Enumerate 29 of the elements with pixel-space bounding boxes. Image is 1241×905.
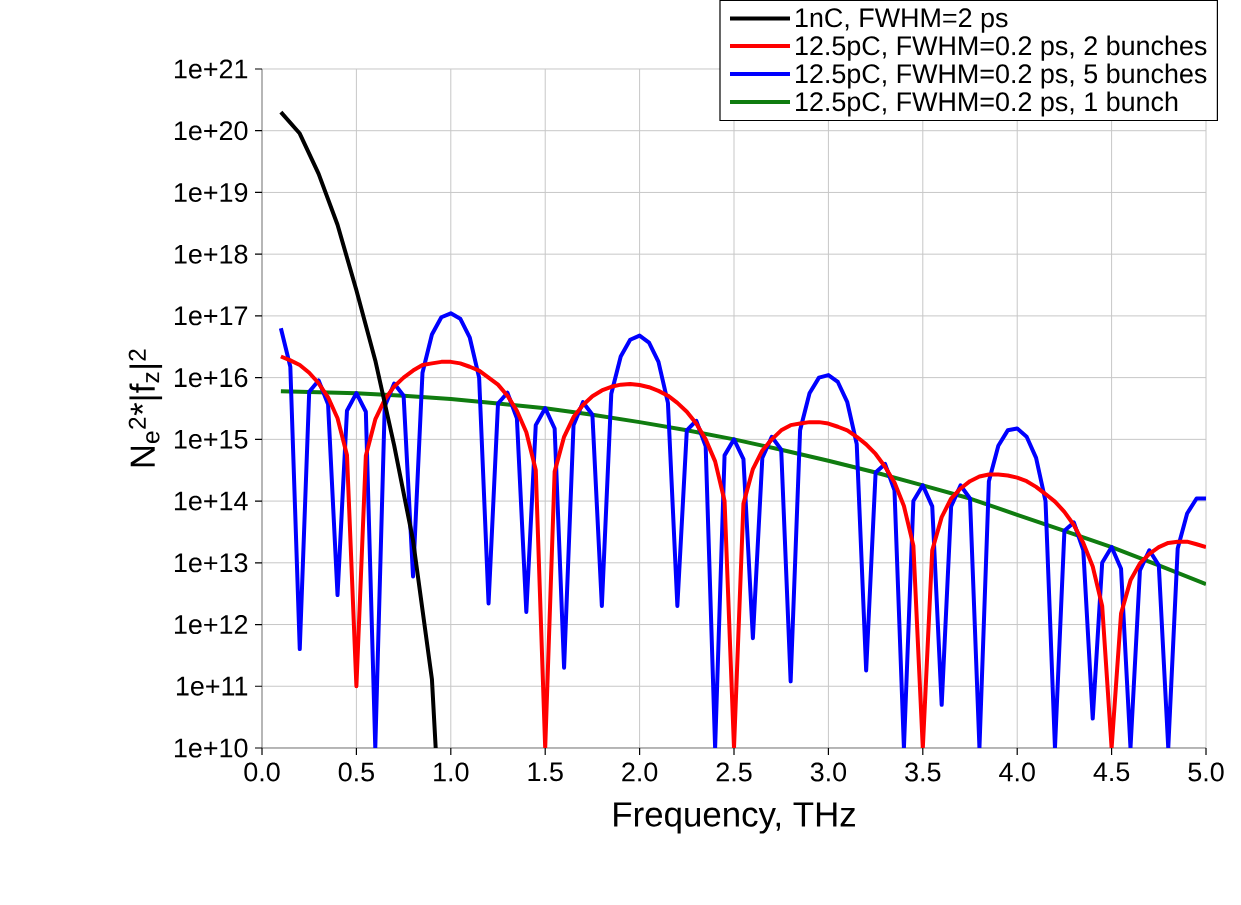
y-tick-label: 1e+14 [174,491,248,511]
x-tick-label: 0.5 [338,762,374,782]
legend-label: 12.5pC, FWHM=0.2 ps, 1 bunch [796,91,1178,117]
y-tick-label: 1e+10 [174,738,248,758]
x-tick-label: 0.0 [244,762,280,782]
x-tick-label: 2.5 [716,762,752,782]
x-tick-label: 1.5 [528,762,563,782]
y-tick-label: 1e+15 [174,429,248,449]
x-tick-label: 4.5 [1093,762,1130,782]
legend-label: 12.5pC, FWHM=0.2 ps, 5 bunches [796,63,1207,89]
y-tick-label: 1e+21 [174,59,248,79]
y-tick-label: 1e+18 [174,244,248,264]
x-tick-label: 3.0 [810,762,847,782]
y-tick-label: 1e+12 [174,615,248,635]
x-axis-title: Frequency, THz [614,802,855,834]
x-tick-label: 4.0 [999,762,1035,782]
y-tick-label: 1e+17 [174,306,248,326]
x-tick-label: 1.0 [434,762,469,782]
y-tick-label: 1e+20 [174,121,248,141]
legend-label: 12.5pC, FWHM=0.2 ps, 2 bunches [796,35,1207,61]
x-tick-label: 3.5 [905,762,941,782]
y-tick-label: 1e+19 [174,182,248,202]
y-tick-label: 1e+11 [176,676,248,696]
x-tick-label: 5.0 [1188,762,1224,782]
y-tick-label: 1e+16 [174,368,248,388]
legend-label: 1nC, FWHM=2 ps [796,8,1008,33]
y-axis-title: N$_{e}$$^{2}$*|f$_{z}$|$^{2}$ [128,349,163,467]
x-tick-label: 2.0 [622,762,658,782]
y-tick-label: 1e+13 [174,553,248,573]
